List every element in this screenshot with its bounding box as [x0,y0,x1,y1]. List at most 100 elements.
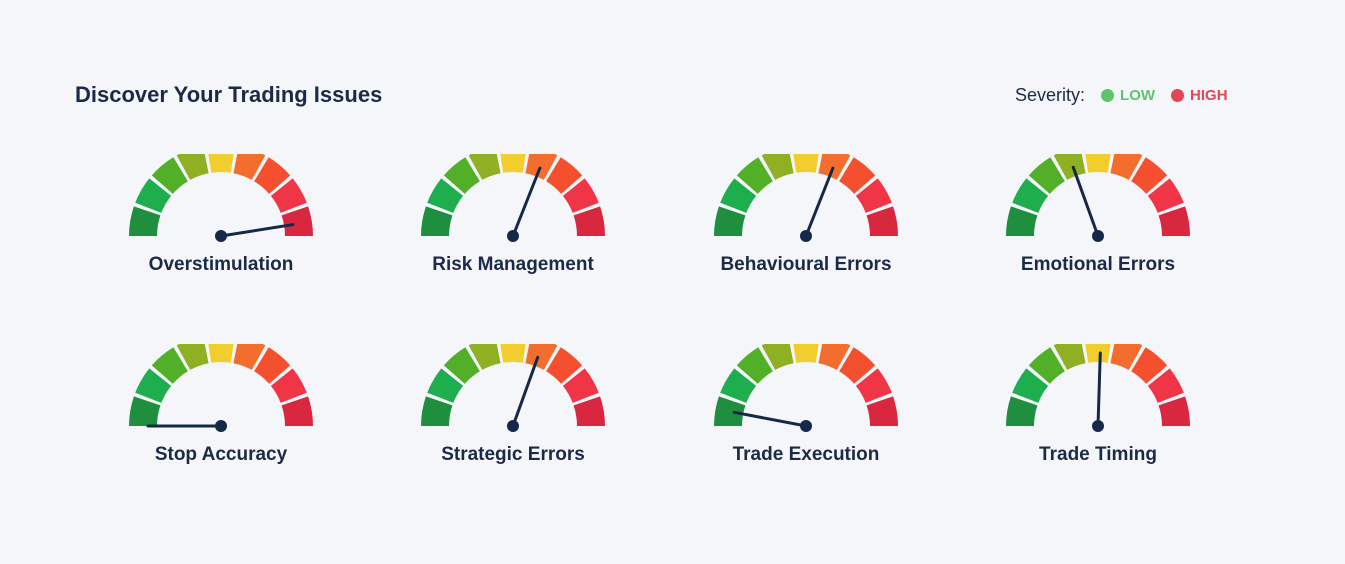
gauge-segment [443,347,480,384]
gauge-needle-hub [215,420,227,432]
gauge-needle [511,166,542,238]
gauge-segment [573,396,605,426]
gauge-segment [281,206,313,236]
gauge-segment [562,178,599,213]
gauge-segment [176,154,209,180]
gauge-label: Strategic Errors [441,444,585,465]
gauge-needle-hub [1092,420,1104,432]
gauge-segment [1028,157,1065,194]
gauge-segment [151,347,188,384]
gauge-needle-hub [800,230,812,242]
gauge-segment [855,178,892,213]
gauge-segment [562,368,599,403]
gauge-segment [233,154,266,180]
gauge-label: Risk Management [432,254,594,275]
gauge-segment [1012,368,1049,403]
gauge-segment [135,368,172,403]
gauge-segment [720,178,757,213]
gauge-label: Trade Execution [732,444,880,465]
gauge-segment [500,344,526,363]
gauge-segment [793,344,819,363]
gauge-segment [500,154,526,173]
gauge-segment [1158,396,1190,426]
gauge-overstimulation[interactable]: Overstimulation [101,154,341,294]
gauge-segment [1053,154,1086,180]
gauge-segment [546,157,583,194]
gauge-label: Trade Timing [1039,444,1157,465]
gauge-segment [736,347,773,384]
gauge-stop-accuracy[interactable]: Stop Accuracy [101,344,341,484]
gauge-needle-hub [507,230,519,242]
gauge-emotional-errors[interactable]: Emotional Errors [978,154,1218,294]
gauge-segment [151,157,188,194]
high-severity-label: HIGH [1190,86,1228,104]
gauge-segment [1131,157,1168,194]
severity-legend-high: HIGH [1171,87,1228,104]
gauge-segment [270,368,307,403]
gauge-segment [714,396,746,426]
gauge-segment [1085,154,1111,173]
gauge-label: Emotional Errors [1020,254,1176,275]
gauge-segment [1131,347,1168,384]
gauge-risk-management[interactable]: Risk Management [393,154,633,294]
gauge-segment [720,368,757,403]
gauge-strategic-errors[interactable]: Strategic Errors [393,344,633,484]
gauge-label: Overstimulation [148,254,294,275]
gauge-dial [421,344,605,432]
gauge-label: Behavioural Errors [720,254,892,275]
gauge-segment [525,154,558,180]
gauge-segment [1028,347,1065,384]
gauge-segment [421,396,453,426]
gauge-segment [1110,154,1143,180]
gauge-dial [714,154,898,242]
gauge-segment [546,347,583,384]
gauge-trade-timing[interactable]: Trade Timing [978,344,1218,484]
gauge-segment [866,206,898,236]
gauge-needle [1096,351,1102,428]
gauge-segment [1006,396,1038,426]
gauge-segment [135,178,172,213]
gauge-segment [129,396,161,426]
gauge-needle [1071,165,1100,238]
gauge-segment [427,368,464,403]
gauge-segment [176,344,209,370]
gauge-segment [233,344,266,370]
gauge-segment [1110,344,1143,370]
gauge-segment [208,154,234,173]
gauge-trade-execution[interactable]: Trade Execution [686,344,926,484]
gauge-dial [714,344,898,432]
gauge-segment [1147,178,1184,213]
gauge-segment [468,154,501,180]
gauge-behavioural-errors[interactable]: Behavioural Errors [686,154,926,294]
gauge-segment [839,157,876,194]
gauge-segment [270,178,307,213]
gauge-dial [129,344,313,432]
gauge-needle [732,410,808,428]
severity-legend-label: Severity: [1015,84,1086,105]
gauge-segment [818,344,851,370]
gauge-segment [866,396,898,426]
gauge-segment [129,206,161,236]
gauge-needle [804,166,835,238]
gauge-label: Stop Accuracy [154,444,288,465]
gauge-needle-hub [800,420,812,432]
gauge-segment [573,206,605,236]
gauge-segment [281,396,313,426]
gauge-needle [511,355,540,428]
gauge-segment [1053,344,1086,370]
gauge-segment [443,157,480,194]
gauge-segment [427,178,464,213]
gauge-segment [818,154,851,180]
gauge-needle-hub [1092,230,1104,242]
gauge-segment [1085,344,1111,363]
gauge-segment [468,344,501,370]
gauge-dial [421,154,605,242]
severity-legend: Severity: LOW HIGH [1015,83,1244,107]
low-severity-dot-icon [1101,88,1115,102]
gauge-segment [254,347,291,384]
gauge-segment [525,344,558,370]
gauge-segment [793,154,819,173]
gauge-segment [761,344,794,370]
gauge-needle-hub [507,420,519,432]
gauge-needle [219,223,295,238]
